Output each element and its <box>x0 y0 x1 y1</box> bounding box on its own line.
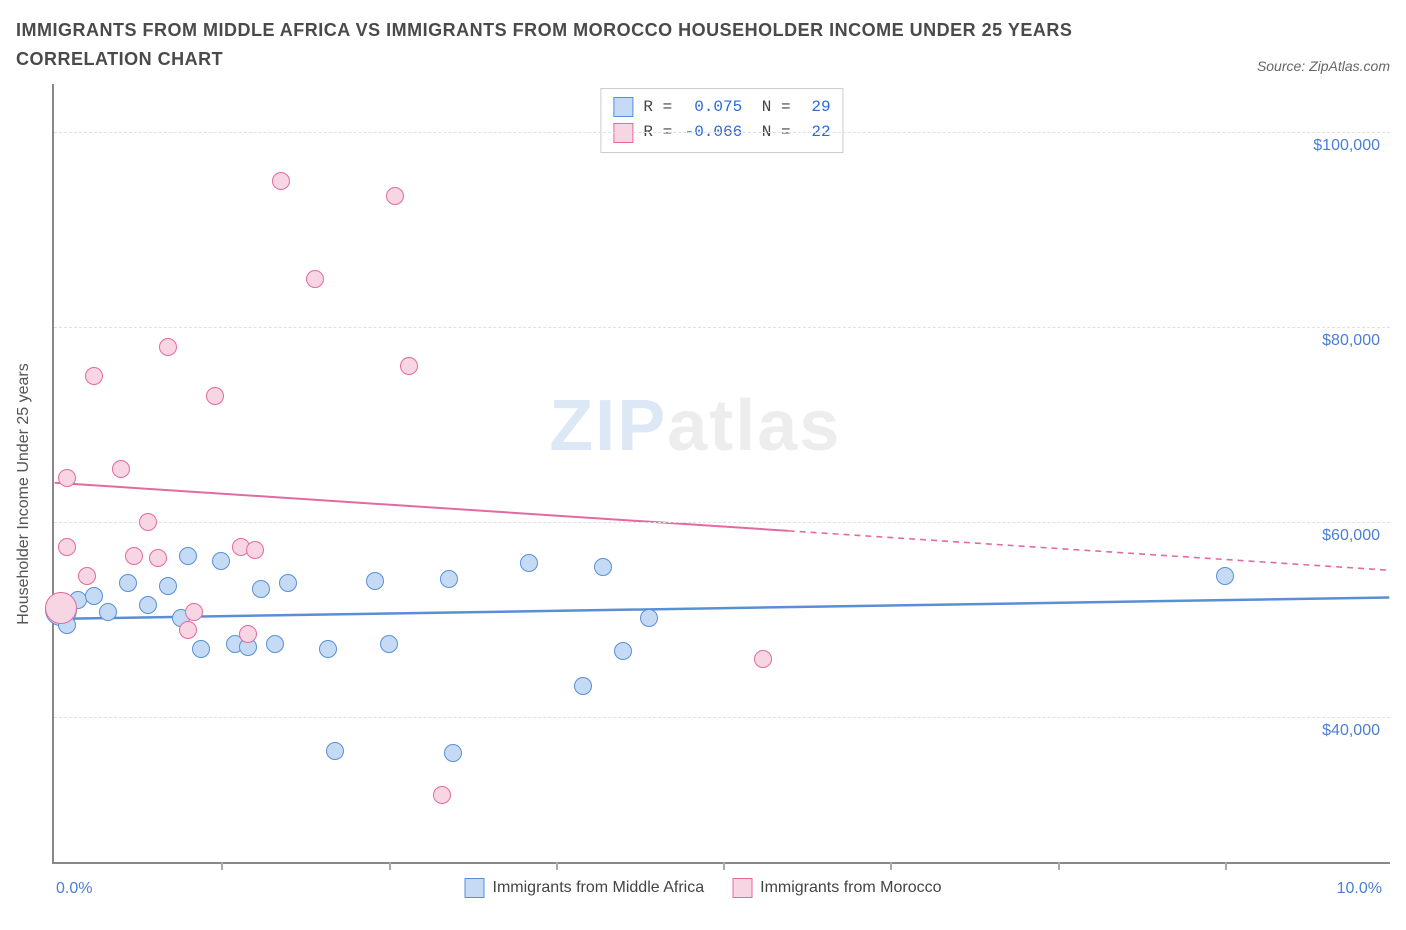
scatter-point <box>266 635 284 653</box>
scatter-point <box>159 338 177 356</box>
scatter-point <box>159 577 177 595</box>
gridline <box>54 132 1390 133</box>
x-tick <box>556 862 558 870</box>
scatter-point <box>192 640 210 658</box>
scatter-point <box>149 549 167 567</box>
scatter-point <box>440 570 458 588</box>
trend-lines <box>54 84 1390 862</box>
scatter-point <box>252 580 270 598</box>
scatter-point <box>185 603 203 621</box>
scatter-point <box>85 367 103 385</box>
legend-item: Immigrants from Middle Africa <box>465 878 705 898</box>
scatter-point <box>212 552 230 570</box>
scatter-point <box>125 547 143 565</box>
stats-n-label: N = <box>752 95 790 121</box>
scatter-point <box>400 357 418 375</box>
scatter-point <box>58 538 76 556</box>
stats-box: R =0.075 N =29R =-0.066 N =22 <box>600 88 843 153</box>
scatter-point <box>119 574 137 592</box>
watermark-zip: ZIP <box>549 386 667 466</box>
scatter-point <box>306 270 324 288</box>
scatter-point <box>520 554 538 572</box>
chart-source: Source: ZipAtlas.com <box>1257 58 1390 74</box>
scatter-point <box>179 621 197 639</box>
stats-n-value: 29 <box>801 95 831 121</box>
scatter-point <box>444 744 462 762</box>
scatter-point <box>139 596 157 614</box>
gridline <box>54 327 1390 328</box>
y-tick-label: $60,000 <box>1322 527 1380 545</box>
scatter-point <box>246 541 264 559</box>
scatter-point <box>386 187 404 205</box>
y-tick-label: $40,000 <box>1322 722 1380 740</box>
scatter-point <box>179 547 197 565</box>
bottom-legend: Immigrants from Middle Africa Immigrants … <box>465 878 942 898</box>
scatter-point <box>206 387 224 405</box>
stats-swatch <box>613 97 633 117</box>
watermark: ZIPatlas <box>549 385 841 467</box>
scatter-point <box>366 572 384 590</box>
scatter-point <box>279 574 297 592</box>
legend-item: Immigrants from Morocco <box>732 878 941 898</box>
chart-container: Householder Income Under 25 years ZIPatl… <box>16 84 1390 904</box>
legend-label: Immigrants from Middle Africa <box>493 879 705 897</box>
x-tick <box>389 862 391 870</box>
scatter-point <box>139 513 157 531</box>
scatter-point <box>112 460 130 478</box>
legend-swatch <box>465 878 485 898</box>
x-tick <box>890 862 892 870</box>
chart-header: IMMIGRANTS FROM MIDDLE AFRICA VS IMMIGRA… <box>16 16 1390 74</box>
x-axis-max-label: 10.0% <box>1337 880 1382 898</box>
scatter-point <box>433 786 451 804</box>
watermark-rest: atlas <box>667 386 841 466</box>
scatter-point <box>326 742 344 760</box>
y-axis-label: Householder Income Under 25 years <box>15 363 33 624</box>
scatter-point <box>78 567 96 585</box>
scatter-point <box>45 592 77 624</box>
gridline <box>54 717 1390 718</box>
scatter-point <box>574 677 592 695</box>
scatter-point <box>272 172 290 190</box>
scatter-point <box>614 642 632 660</box>
y-tick-label: $100,000 <box>1313 137 1380 155</box>
legend-label: Immigrants from Morocco <box>760 879 941 897</box>
scatter-point <box>319 640 337 658</box>
x-tick <box>221 862 223 870</box>
chart-title: IMMIGRANTS FROM MIDDLE AFRICA VS IMMIGRA… <box>16 16 1116 74</box>
stats-r-value: 0.075 <box>682 95 742 121</box>
x-tick <box>1058 862 1060 870</box>
gridline <box>54 522 1390 523</box>
scatter-point <box>85 587 103 605</box>
scatter-point <box>594 558 612 576</box>
scatter-point <box>1216 567 1234 585</box>
legend-swatch <box>732 878 752 898</box>
scatter-point <box>754 650 772 668</box>
scatter-point <box>58 469 76 487</box>
plot-area: ZIPatlas R =0.075 N =29R =-0.066 N =22 $… <box>52 84 1390 864</box>
stats-r-label: R = <box>643 95 672 121</box>
x-axis-min-label: 0.0% <box>56 880 92 898</box>
stats-row: R = 0.075 N = 29 <box>613 95 830 121</box>
scatter-point <box>239 625 257 643</box>
scatter-point <box>99 603 117 621</box>
x-tick <box>723 862 725 870</box>
x-tick <box>1225 862 1227 870</box>
scatter-point <box>380 635 398 653</box>
scatter-point <box>640 609 658 627</box>
y-tick-label: $80,000 <box>1322 332 1380 350</box>
